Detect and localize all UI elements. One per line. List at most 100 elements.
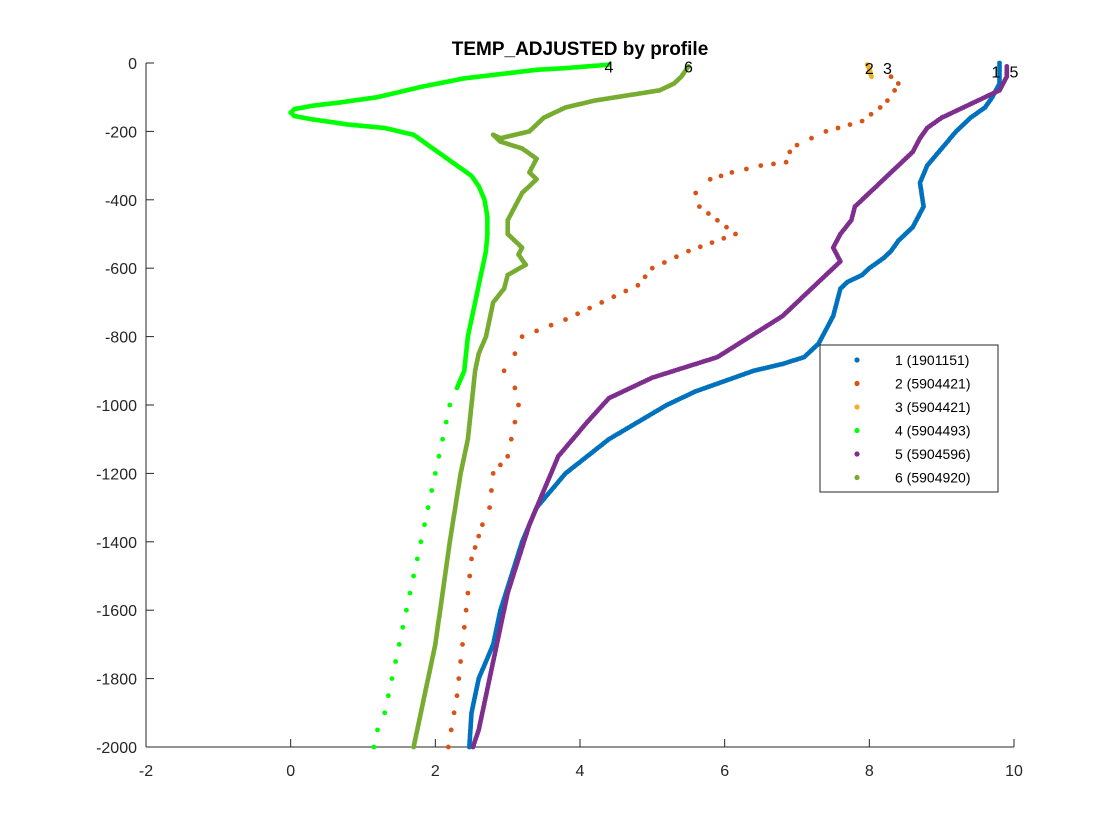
profile-label-4: 4	[604, 59, 613, 76]
y-tick-label: -200	[105, 124, 137, 141]
legend-entry-1[interactable]: 1 (1901151)	[895, 352, 969, 368]
data-point	[512, 419, 518, 425]
data-point	[445, 744, 451, 750]
legend-marker-3	[854, 404, 860, 410]
data-point	[480, 522, 485, 528]
data-point	[476, 533, 482, 539]
legend[interactable]: 1 (1901151) 2 (5904421) 3 (5904421) 4 (5904…	[819, 344, 999, 493]
series-3	[864, 62, 874, 80]
legend-marker-5	[854, 451, 860, 457]
data-point	[721, 235, 727, 241]
data-point	[709, 240, 715, 246]
y-tick-label: -1800	[96, 672, 137, 689]
data-point	[448, 727, 454, 733]
data-point	[465, 590, 471, 596]
data-point	[635, 282, 641, 288]
data-point	[472, 545, 478, 550]
data-point	[436, 453, 442, 459]
x-tick-label: 10	[1005, 763, 1023, 780]
data-point	[744, 166, 749, 172]
axes: -2 0 2 4 6 8 10 0 -200 -400 -600 -800 -1000 -1200 -140…	[96, 56, 1023, 780]
profile-label-6: 6	[684, 59, 693, 76]
data-point	[470, 744, 476, 750]
data-point	[783, 159, 789, 165]
data-point	[422, 522, 427, 528]
y-tick-label: -600	[105, 261, 137, 278]
data-point	[454, 385, 460, 391]
data-point	[418, 539, 424, 545]
data-point	[393, 659, 398, 664]
data-point	[490, 471, 496, 476]
data-point	[469, 556, 474, 562]
legend-marker-2	[854, 380, 860, 387]
data-point	[534, 328, 539, 334]
legend-entry-3[interactable]: 3 (5904421)	[895, 399, 971, 415]
profile-label-3: 3	[883, 61, 892, 78]
series-2	[445, 74, 901, 750]
profile-labels: 12 34 56	[604, 59, 1018, 81]
chart-title: TEMP_ADJUSTED by profile	[452, 39, 709, 60]
legend-entry-2[interactable]: 2 (5904421)	[895, 376, 971, 392]
data-point	[447, 402, 453, 408]
data-point	[835, 125, 841, 131]
data-point	[823, 129, 829, 134]
data-point	[587, 305, 592, 311]
data-point	[505, 453, 511, 459]
data-point	[599, 300, 605, 305]
data-point	[859, 118, 865, 124]
data-point	[375, 727, 380, 733]
data-point	[707, 176, 713, 182]
legend-box	[819, 344, 999, 493]
legend-entry-4[interactable]: 4 (5904493)	[895, 423, 971, 439]
series-5	[470, 64, 1010, 750]
legend-entry-5[interactable]: 5 (5904596)	[895, 446, 971, 462]
legend-entry-6[interactable]: 6 (5904920)	[895, 470, 971, 486]
data-point	[787, 149, 793, 155]
data-point	[847, 122, 853, 127]
data-point	[489, 488, 494, 493]
data-point	[729, 170, 735, 175]
data-point	[454, 693, 460, 699]
data-point	[411, 744, 417, 750]
profile-label-5: 5	[1010, 65, 1019, 82]
data-point	[512, 385, 518, 391]
plot-area	[288, 60, 1010, 750]
data-point	[888, 74, 894, 80]
data-point	[487, 505, 492, 510]
y-tick-label: 0	[128, 56, 137, 73]
series-1	[466, 60, 1002, 750]
data-point	[429, 488, 435, 493]
data-point	[385, 693, 391, 699]
data-point	[575, 311, 580, 317]
data-point	[400, 624, 406, 630]
y-tick-label: -1000	[96, 398, 137, 415]
data-point	[414, 556, 420, 562]
y-tick-label: -1200	[96, 466, 137, 483]
data-point	[662, 260, 667, 265]
data-point	[389, 676, 395, 681]
x-tick-label: 8	[865, 763, 874, 780]
series-6	[411, 64, 691, 750]
data-point	[809, 135, 814, 141]
data-point	[649, 265, 655, 271]
data-point	[868, 111, 874, 117]
y-tick-label: -400	[105, 193, 137, 210]
legend-marker-1	[854, 357, 860, 363]
data-point	[758, 163, 764, 169]
data-point	[440, 436, 445, 442]
data-point	[404, 607, 409, 613]
data-point	[724, 224, 729, 230]
data-point	[693, 190, 699, 196]
data-point	[623, 288, 629, 294]
data-point	[697, 244, 703, 250]
data-point	[456, 676, 462, 681]
data-point	[382, 710, 388, 716]
data-point	[516, 402, 521, 408]
data-point	[443, 419, 449, 425]
data-point	[396, 642, 402, 647]
data-point	[548, 322, 554, 328]
data-point	[508, 436, 514, 442]
data-point	[869, 74, 874, 80]
data-point	[451, 710, 457, 716]
